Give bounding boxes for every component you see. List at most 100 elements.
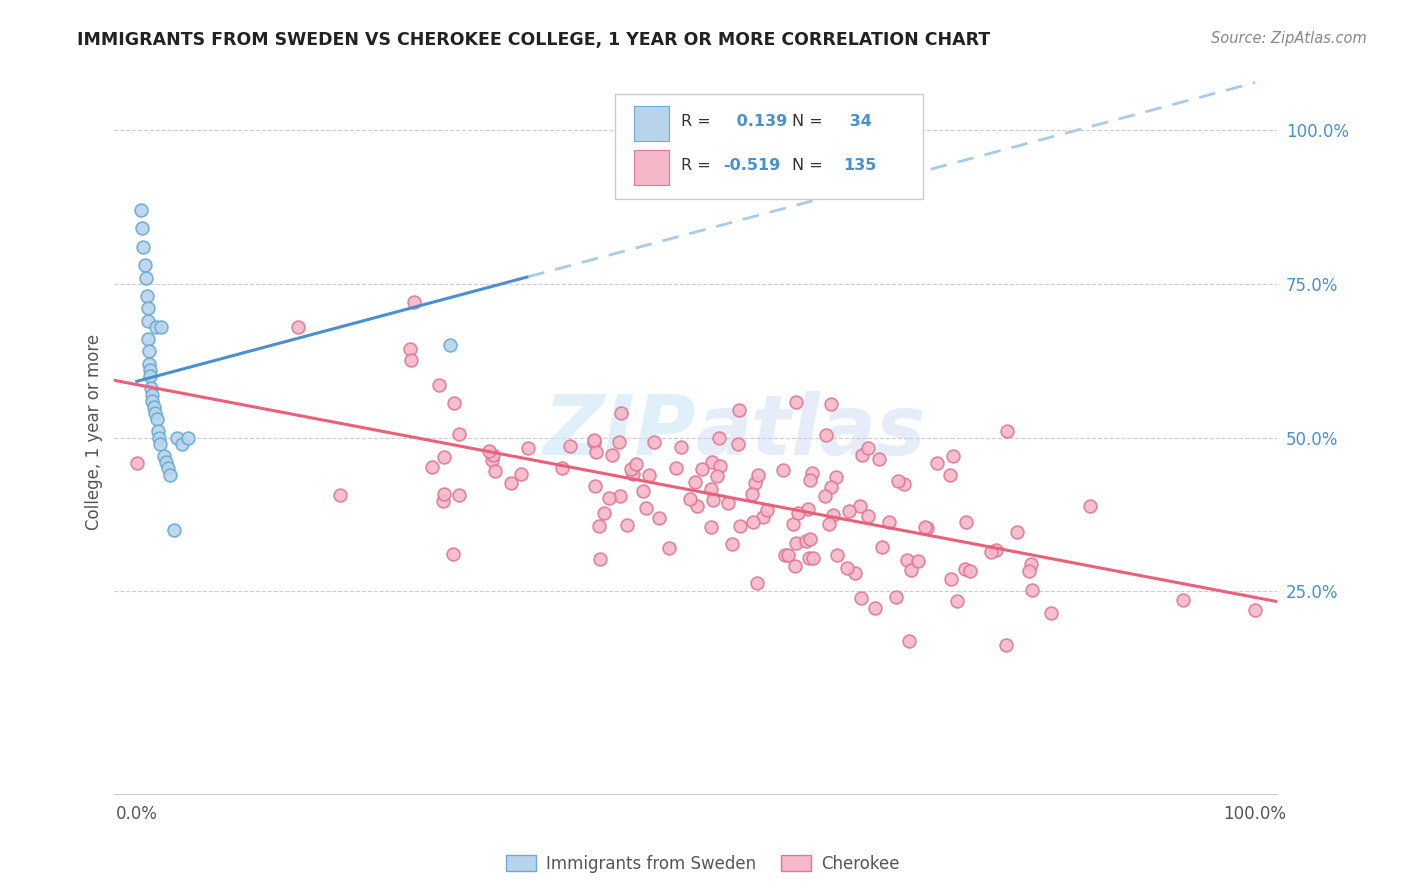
Point	[1021, 583, 1043, 598]
Point	[634, 501, 657, 516]
Point	[150, 319, 173, 334]
Point	[638, 467, 661, 482]
Point	[399, 353, 422, 368]
Point	[139, 369, 162, 384]
Point	[756, 503, 779, 517]
Point	[814, 427, 837, 442]
Point	[775, 548, 797, 562]
Point	[402, 295, 425, 310]
Point	[142, 400, 165, 414]
Point	[939, 467, 962, 482]
Point	[136, 314, 159, 328]
Point	[157, 461, 180, 475]
Point	[146, 425, 169, 439]
Point	[785, 558, 807, 573]
Text: R =: R =	[681, 114, 710, 129]
Point	[851, 448, 873, 462]
Point	[433, 450, 456, 465]
Point	[797, 551, 820, 566]
Point	[776, 548, 799, 562]
Point	[785, 535, 807, 549]
Point	[728, 518, 751, 533]
Point	[621, 467, 644, 481]
Point	[690, 462, 713, 476]
Point	[955, 515, 977, 529]
Point	[946, 594, 969, 608]
Point	[721, 537, 744, 551]
Point	[582, 433, 605, 447]
Point	[441, 547, 464, 561]
Point	[631, 484, 654, 499]
Point	[686, 499, 709, 513]
Point	[1244, 603, 1267, 617]
Point	[897, 633, 920, 648]
Point	[152, 449, 174, 463]
Legend: Immigrants from Sweden, Cherokee: Immigrants from Sweden, Cherokee	[499, 848, 907, 880]
Point	[139, 363, 162, 377]
Point	[728, 402, 751, 417]
Point	[648, 511, 671, 525]
Point	[1018, 564, 1040, 578]
Point	[820, 479, 842, 493]
Point	[986, 542, 1008, 557]
Point	[671, 440, 693, 454]
Point	[700, 455, 723, 469]
Text: N =: N =	[793, 114, 824, 129]
Point	[1019, 557, 1042, 571]
Point	[551, 461, 574, 475]
Point	[959, 564, 981, 578]
Point	[994, 639, 1017, 653]
Point	[858, 508, 880, 523]
Point	[844, 566, 866, 581]
Point	[939, 572, 962, 586]
Point	[868, 451, 890, 466]
Point	[709, 459, 731, 474]
Point	[433, 487, 456, 501]
Point	[820, 397, 842, 411]
Point	[149, 436, 172, 450]
Y-axis label: College, 1 year or more: College, 1 year or more	[86, 334, 103, 530]
Point	[772, 463, 794, 477]
Point	[598, 491, 620, 505]
Point	[865, 601, 887, 615]
Point	[484, 464, 506, 478]
Point	[914, 520, 936, 534]
Text: 0.139: 0.139	[731, 114, 787, 129]
Point	[449, 488, 471, 502]
Point	[607, 435, 630, 450]
Point	[482, 449, 505, 463]
Point	[589, 552, 612, 566]
Point	[953, 562, 976, 576]
Point	[785, 395, 807, 409]
Point	[849, 591, 872, 606]
Text: Source: ZipAtlas.com: Source: ZipAtlas.com	[1211, 31, 1367, 46]
Point	[925, 456, 948, 470]
Bar	[634, 150, 669, 185]
Point	[825, 469, 848, 483]
Point	[131, 221, 153, 235]
Point	[141, 393, 163, 408]
Point	[132, 240, 155, 254]
Point	[588, 518, 610, 533]
Text: 135: 135	[844, 158, 877, 172]
Text: ZIP: ZIP	[543, 391, 696, 472]
Point	[170, 436, 193, 450]
Point	[717, 496, 740, 510]
Point	[447, 427, 470, 442]
Point	[707, 431, 730, 445]
Point	[741, 487, 763, 501]
Point	[727, 437, 749, 451]
Text: R =: R =	[681, 158, 710, 172]
Point	[129, 202, 152, 217]
Point	[744, 476, 766, 491]
Point	[696, 153, 718, 168]
Point	[683, 475, 706, 489]
Point	[797, 502, 820, 516]
Point	[752, 510, 775, 524]
Point	[835, 560, 858, 574]
Point	[1039, 607, 1062, 621]
Point	[329, 488, 352, 502]
Point	[517, 441, 540, 455]
Point	[745, 575, 768, 590]
Point	[593, 507, 616, 521]
